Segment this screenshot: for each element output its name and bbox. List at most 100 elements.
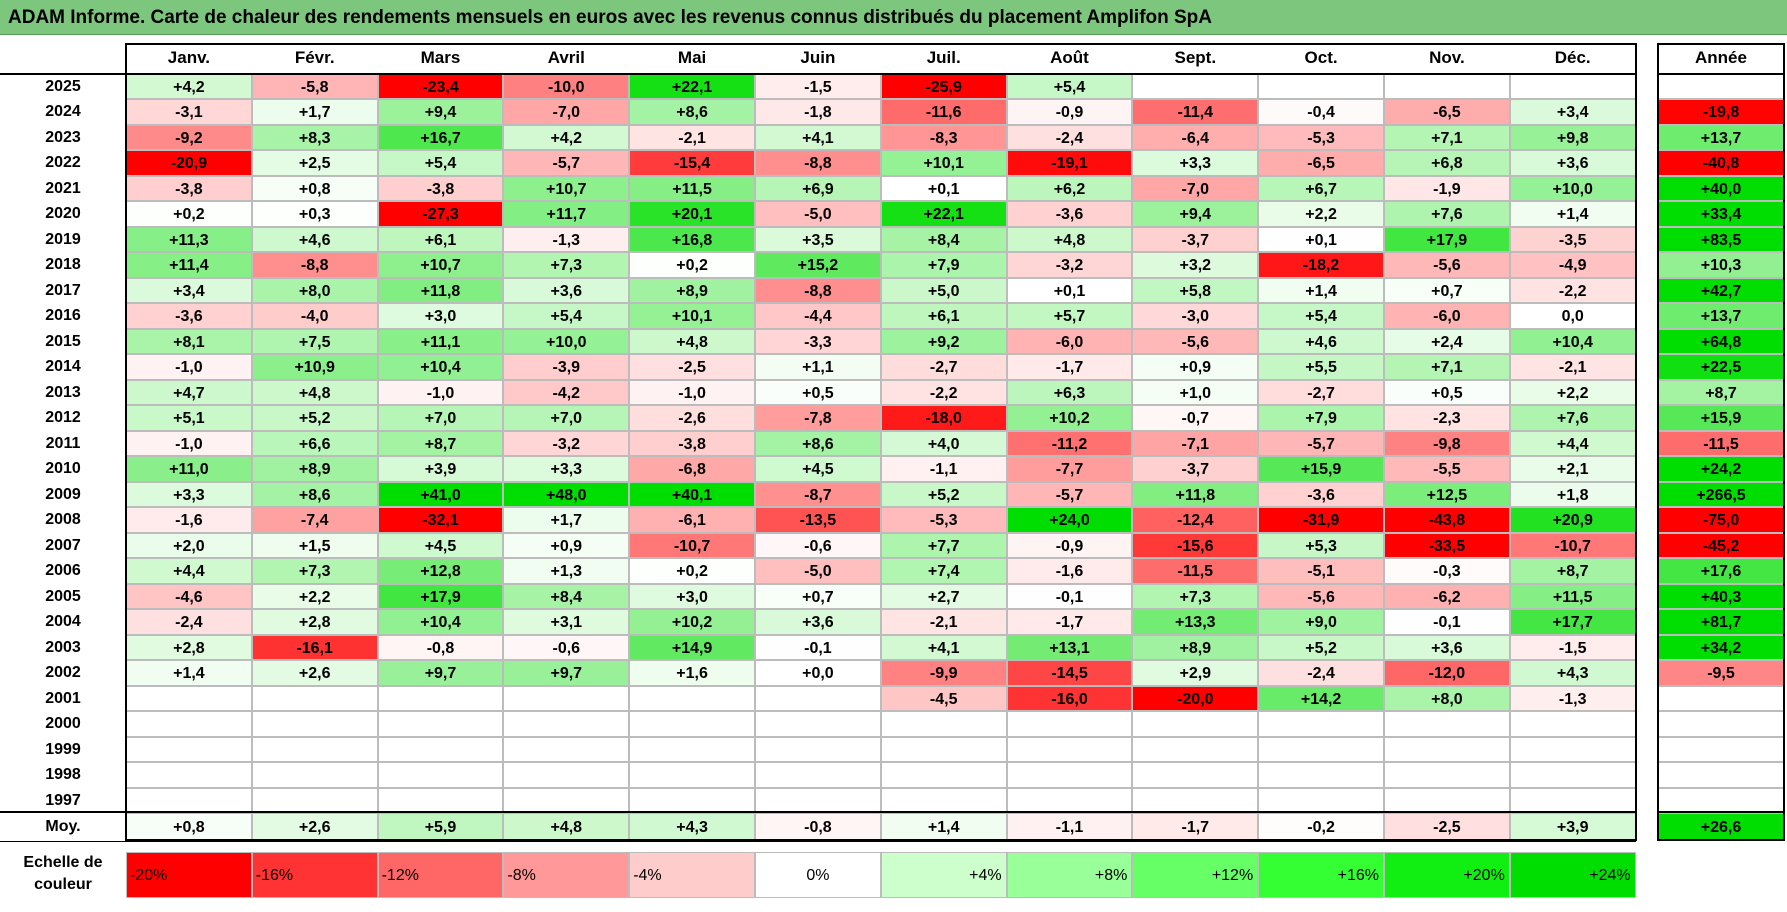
heatmap-cell: -0,9 xyxy=(1006,99,1133,125)
year-label: 2017 xyxy=(45,281,81,299)
heatmap-cell xyxy=(251,685,378,711)
heatmap-cell: +1,1 xyxy=(755,354,881,380)
heatmap-cell xyxy=(1258,711,1384,737)
heatmap-cell: -0,7 xyxy=(1132,405,1259,431)
heatmap-cell xyxy=(1258,73,1384,99)
heatmap-cell: -7,7 xyxy=(1006,456,1133,482)
heatmap-cell: +2,1 xyxy=(1509,456,1636,482)
year-label: 2000 xyxy=(45,715,81,732)
heatmap-cell: +1,8 xyxy=(1509,481,1636,507)
heatmap-cell: +7,3 xyxy=(503,252,630,278)
heatmap-cell: +1,3 xyxy=(503,558,630,584)
heatmap-cell: -27,3 xyxy=(377,201,504,227)
heatmap-cell: +15,2 xyxy=(755,252,881,278)
heatmap-cell: +5,0 xyxy=(880,277,1007,303)
heatmap-cell: +10,7 xyxy=(377,252,504,278)
heatmap-cell: +10,1 xyxy=(629,303,755,329)
heatmap-cell xyxy=(1132,787,1259,813)
heatmap-cell xyxy=(629,711,755,737)
heatmap-cell: +5,4 xyxy=(503,303,630,329)
heatmap-cell: -0,1 xyxy=(755,634,881,660)
heatmap-cell: +17,7 xyxy=(1509,609,1636,635)
heatmap-cell: -1,5 xyxy=(755,73,881,99)
year-label: 2022 xyxy=(45,154,81,171)
heatmap-cell: -7,8 xyxy=(755,405,881,431)
heatmap-cell: +20,9 xyxy=(1509,507,1636,533)
year-label: 2004 xyxy=(45,613,81,630)
heatmap-cell: +10,9 xyxy=(251,354,378,380)
heatmap-cell xyxy=(503,685,630,711)
heatmap-cell xyxy=(1006,736,1133,762)
heatmap-cell: -9,2 xyxy=(126,124,252,150)
heatmap-cell: +3,4 xyxy=(126,277,252,303)
heatmap-cell: +2,5 xyxy=(251,150,378,176)
heatmap-cell: +8,0 xyxy=(1384,685,1510,711)
heatmap-cell xyxy=(377,736,504,762)
heatmap-cell: +5,4 xyxy=(377,150,504,176)
heatmap-cell: +9,4 xyxy=(1132,201,1259,227)
heatmap-cell: +11,8 xyxy=(377,277,504,303)
heatmap-cell: -3,2 xyxy=(1006,252,1133,278)
heatmap-cell: -7,1 xyxy=(1132,430,1259,456)
heatmap-cell: -1,0 xyxy=(126,430,252,456)
year-label: 2001 xyxy=(45,689,81,707)
heatmap-cell: -5,6 xyxy=(1258,583,1384,609)
heatmap-cell: +2,2 xyxy=(251,583,378,609)
heatmap-cell: -3,2 xyxy=(503,430,630,456)
heatmap-cell: +10,4 xyxy=(377,609,504,635)
heatmap-cell xyxy=(126,787,252,813)
heatmap-cell: +4,7 xyxy=(126,379,252,405)
heatmap-cell: +0,2 xyxy=(629,558,755,584)
heatmap-cell: -0,6 xyxy=(755,532,881,558)
heatmap-cell: -11,6 xyxy=(880,99,1007,125)
heatmap-cell: -0,9 xyxy=(1006,532,1133,558)
month-header: Mars xyxy=(420,48,461,67)
heatmap-cell: +2,6 xyxy=(251,660,378,686)
annual-cell: -9,5 xyxy=(1658,660,1784,686)
heatmap-cell: -2,2 xyxy=(880,379,1007,405)
heatmap-cell: -10,7 xyxy=(629,532,755,558)
color-scale-step: +20% xyxy=(1384,852,1510,898)
heatmap-cell: +8,6 xyxy=(629,99,755,125)
heatmap-cell: +3,3 xyxy=(503,456,630,482)
average-cell: +1,4 xyxy=(880,813,1007,840)
heatmap-cell: +0,9 xyxy=(503,532,630,558)
heatmap-cell: -2,7 xyxy=(880,354,1007,380)
heatmap-cell: +0,1 xyxy=(1258,226,1384,252)
heatmap-cell: +8,9 xyxy=(629,277,755,303)
heatmap-cell: +11,8 xyxy=(1132,481,1259,507)
heatmap-cell: -2,1 xyxy=(1509,354,1636,380)
average-cell: +5,9 xyxy=(377,813,504,840)
heatmap-cell: +3,2 xyxy=(1132,252,1259,278)
year-label: 2002 xyxy=(45,664,81,681)
heatmap-cell: +40,1 xyxy=(629,481,755,507)
heatmap-cell: -15,4 xyxy=(629,150,755,176)
heatmap-cell: +13,1 xyxy=(1006,634,1133,660)
heatmap-cell: -5,0 xyxy=(755,558,881,584)
heatmap-cell: +8,7 xyxy=(377,430,504,456)
average-annual-cell: +26,6 xyxy=(1658,813,1784,840)
heatmap-cell: +0,9 xyxy=(1132,354,1259,380)
heatmap-cell: +6,1 xyxy=(377,226,504,252)
heatmap-cell: +8,6 xyxy=(755,430,881,456)
average-separator xyxy=(0,811,1636,813)
heatmap-cell: -6,2 xyxy=(1384,583,1510,609)
heatmap-cell: +1,4 xyxy=(1258,277,1384,303)
heatmap-cell: -1,1 xyxy=(880,456,1007,482)
heatmap-cell: -2,6 xyxy=(629,405,755,431)
heatmap-cell: +7,1 xyxy=(1384,124,1510,150)
heatmap-cell: -3,6 xyxy=(1258,481,1384,507)
heatmap-cell: +12,8 xyxy=(377,558,504,584)
heatmap-cell: +5,8 xyxy=(1132,277,1259,303)
heatmap-cell: +5,4 xyxy=(1006,73,1133,99)
heatmap-cell: +2,2 xyxy=(1258,201,1384,227)
month-header: Juil. xyxy=(926,48,961,67)
heatmap-cell: -4,9 xyxy=(1509,252,1636,278)
year-label: 2006 xyxy=(45,562,81,579)
annual-cell: +42,7 xyxy=(1658,277,1784,303)
heatmap-cell: -11,2 xyxy=(1006,430,1133,456)
heatmap-cell: +7,7 xyxy=(880,532,1007,558)
heatmap-cell: +4,8 xyxy=(629,328,755,354)
year-label: 2024 xyxy=(45,103,81,120)
year-label: 2007 xyxy=(45,536,81,554)
